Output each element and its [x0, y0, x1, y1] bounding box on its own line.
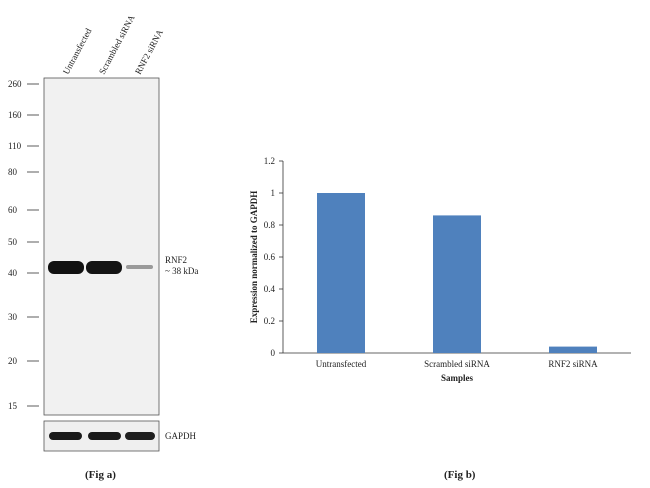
y-tick-label: 0.8 [264, 220, 276, 230]
mw-marker-160: 160 [8, 110, 22, 120]
y-tick-label: 1.2 [264, 156, 275, 166]
x-category-label: RNF2 siRNA [548, 359, 598, 369]
y-tick-label: 0.6 [264, 252, 276, 262]
y-tick-label: 0.2 [264, 316, 275, 326]
rnf2-band-untransfected [48, 261, 84, 274]
mw-marker-15: 15 [8, 401, 18, 411]
mw-marker-60: 60 [8, 205, 18, 215]
fig-b-caption: (Fig b) [444, 469, 476, 481]
lane-label-untransfected: Untransfected [61, 26, 94, 76]
bar-rnf2-sirna [549, 346, 597, 353]
rnf2-band-scrambled-sirna [86, 261, 122, 274]
bar-untransfected [317, 193, 365, 353]
western-blot-panel: Untransfected Scrambled siRNA RNF2 siRNA… [8, 13, 198, 481]
rnf2-bands [48, 261, 153, 274]
mw-marker-260: 260 [8, 79, 22, 89]
gapdh-band-scrambled-sirna [88, 432, 121, 440]
lane-label-rnf2-sirna: RNF2 siRNA [133, 27, 165, 76]
y-axis-title: Expression normalized to GAPDH [249, 191, 259, 324]
y-axis-ticks: 0 0.2 0.4 0.6 0.8 1 1.2 [264, 156, 283, 358]
mw-marker-ladder: 260 160 110 80 60 50 40 30 20 15 [8, 79, 39, 411]
blot-membrane [43, 77, 160, 416]
band-label-rnf2-size: ~ 38 kDa [165, 266, 198, 276]
mw-marker-50: 50 [8, 237, 18, 247]
x-category-label: Untransfected [316, 359, 367, 369]
bar-scrambled-sirna [433, 215, 481, 353]
rnf2-band-rnf2-sirna [126, 265, 153, 269]
gapdh-bands [49, 432, 155, 440]
loading-control-label: GAPDH [165, 431, 197, 441]
y-tick-label: 0 [271, 348, 276, 358]
x-axis-categories: Untransfected Scrambled siRNA RNF2 siRNA [316, 359, 598, 369]
fig-a-caption: (Fig a) [85, 469, 116, 481]
y-tick-label: 0.4 [264, 284, 276, 294]
mw-marker-30: 30 [8, 312, 18, 322]
mw-marker-80: 80 [8, 167, 18, 177]
mw-marker-40: 40 [8, 268, 18, 278]
bar-chart-panel: 0 0.2 0.4 0.6 0.8 1 1.2 Untransfected Scrambled… [249, 156, 631, 481]
x-axis-title: Samples [441, 373, 474, 383]
gapdh-band-untransfected [49, 432, 82, 440]
mw-marker-110: 110 [8, 141, 22, 151]
y-tick-label: 1 [271, 188, 276, 198]
gapdh-band-rnf2-sirna [125, 432, 155, 440]
band-label-rnf2: RNF2 [165, 255, 187, 265]
mw-marker-20: 20 [8, 356, 18, 366]
x-category-label: Scrambled siRNA [424, 359, 490, 369]
bar-series [317, 193, 597, 353]
lane-label-scrambled-sirna: Scrambled siRNA [97, 13, 137, 76]
